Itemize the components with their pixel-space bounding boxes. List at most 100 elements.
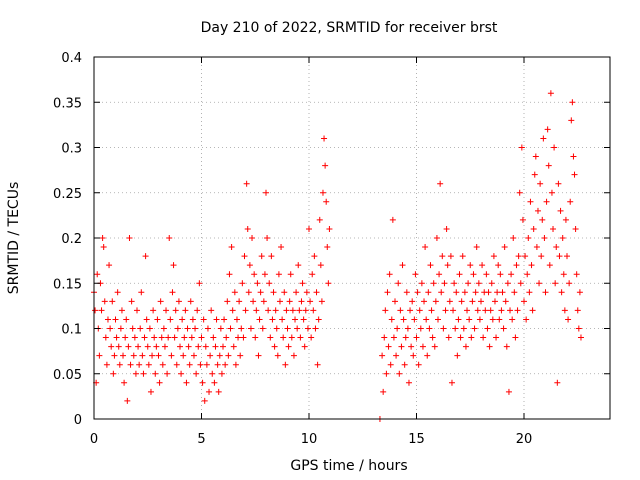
grid (94, 57, 610, 419)
data-point (457, 334, 464, 341)
data-point (201, 397, 208, 404)
data-point (187, 298, 194, 305)
data-point (472, 289, 479, 296)
data-point (194, 307, 201, 314)
data-point (556, 253, 563, 260)
data-point (182, 307, 189, 314)
data-point (325, 280, 332, 287)
data-point (402, 334, 409, 341)
data-point (474, 307, 481, 314)
data-point (505, 388, 512, 395)
y-tick-label: 0 (74, 413, 82, 428)
data-point (546, 262, 553, 269)
data-point (139, 352, 146, 359)
data-point (435, 316, 441, 323)
data-point (296, 307, 303, 314)
data-point (289, 307, 296, 314)
data-point (502, 298, 509, 305)
data-point (275, 271, 282, 278)
data-point (386, 271, 393, 278)
data-point (196, 280, 203, 287)
data-point (217, 325, 224, 332)
data-point (534, 207, 541, 214)
data-point (98, 307, 105, 314)
y-tick-label: 0.25 (53, 187, 82, 202)
data-point (278, 244, 285, 251)
data-point (442, 307, 449, 314)
data-point (532, 153, 539, 160)
data-point (224, 298, 231, 305)
data-point (485, 289, 492, 296)
data-point (566, 280, 573, 287)
data-point (297, 334, 304, 341)
data-point (536, 280, 543, 287)
data-point (459, 253, 466, 260)
data-point (213, 316, 220, 323)
data-point (150, 307, 157, 314)
data-point (383, 370, 390, 377)
data-point (100, 244, 107, 251)
data-point (561, 307, 568, 314)
data-point (175, 298, 182, 305)
data-point (221, 316, 228, 323)
data-point (427, 262, 434, 269)
data-point (417, 325, 424, 332)
data-point (440, 325, 447, 332)
data-point (508, 271, 515, 278)
data-point (292, 316, 299, 323)
data-point (454, 352, 461, 359)
data-point (209, 370, 216, 377)
data-point (491, 298, 498, 305)
data-point (558, 289, 565, 296)
data-point (486, 343, 493, 350)
data-point (381, 334, 388, 341)
data-point (436, 271, 443, 278)
data-point (244, 225, 251, 232)
data-point (310, 307, 317, 314)
data-point (147, 388, 154, 395)
data-point (323, 198, 330, 205)
data-point (163, 307, 170, 314)
data-point (249, 235, 256, 241)
data-point (468, 334, 475, 341)
data-point (303, 289, 310, 296)
data-point (198, 334, 205, 341)
data-point (298, 298, 305, 305)
data-point (135, 343, 142, 350)
data-point (227, 325, 234, 332)
data-point (118, 307, 125, 314)
data-point (137, 325, 144, 332)
y-tick-label: 0.3 (61, 142, 82, 157)
data-point (522, 253, 529, 260)
data-point (279, 316, 286, 323)
data-point (388, 316, 395, 323)
data-point (258, 253, 265, 260)
data-point (268, 253, 275, 260)
data-point (490, 253, 497, 260)
data-point (487, 307, 494, 314)
data-point (222, 361, 229, 368)
data-point (450, 307, 457, 314)
data-point (539, 216, 546, 223)
data-point (324, 244, 331, 251)
data-point (271, 343, 278, 350)
data-point (504, 280, 511, 287)
data-point (141, 334, 148, 341)
data-point (259, 325, 266, 332)
data-point (109, 298, 116, 305)
data-point (99, 235, 106, 241)
data-point (443, 225, 450, 232)
y-tick-label: 0.15 (53, 277, 82, 292)
data-point (557, 207, 564, 214)
data-point (416, 307, 423, 314)
data-point (528, 262, 535, 269)
data-point (183, 379, 190, 386)
data-point (246, 262, 253, 269)
data-point (167, 316, 174, 323)
data-point (479, 262, 486, 269)
data-point (154, 316, 161, 323)
data-point (569, 99, 576, 106)
data-point (392, 298, 398, 305)
data-point (503, 343, 510, 350)
data-point (263, 189, 269, 196)
